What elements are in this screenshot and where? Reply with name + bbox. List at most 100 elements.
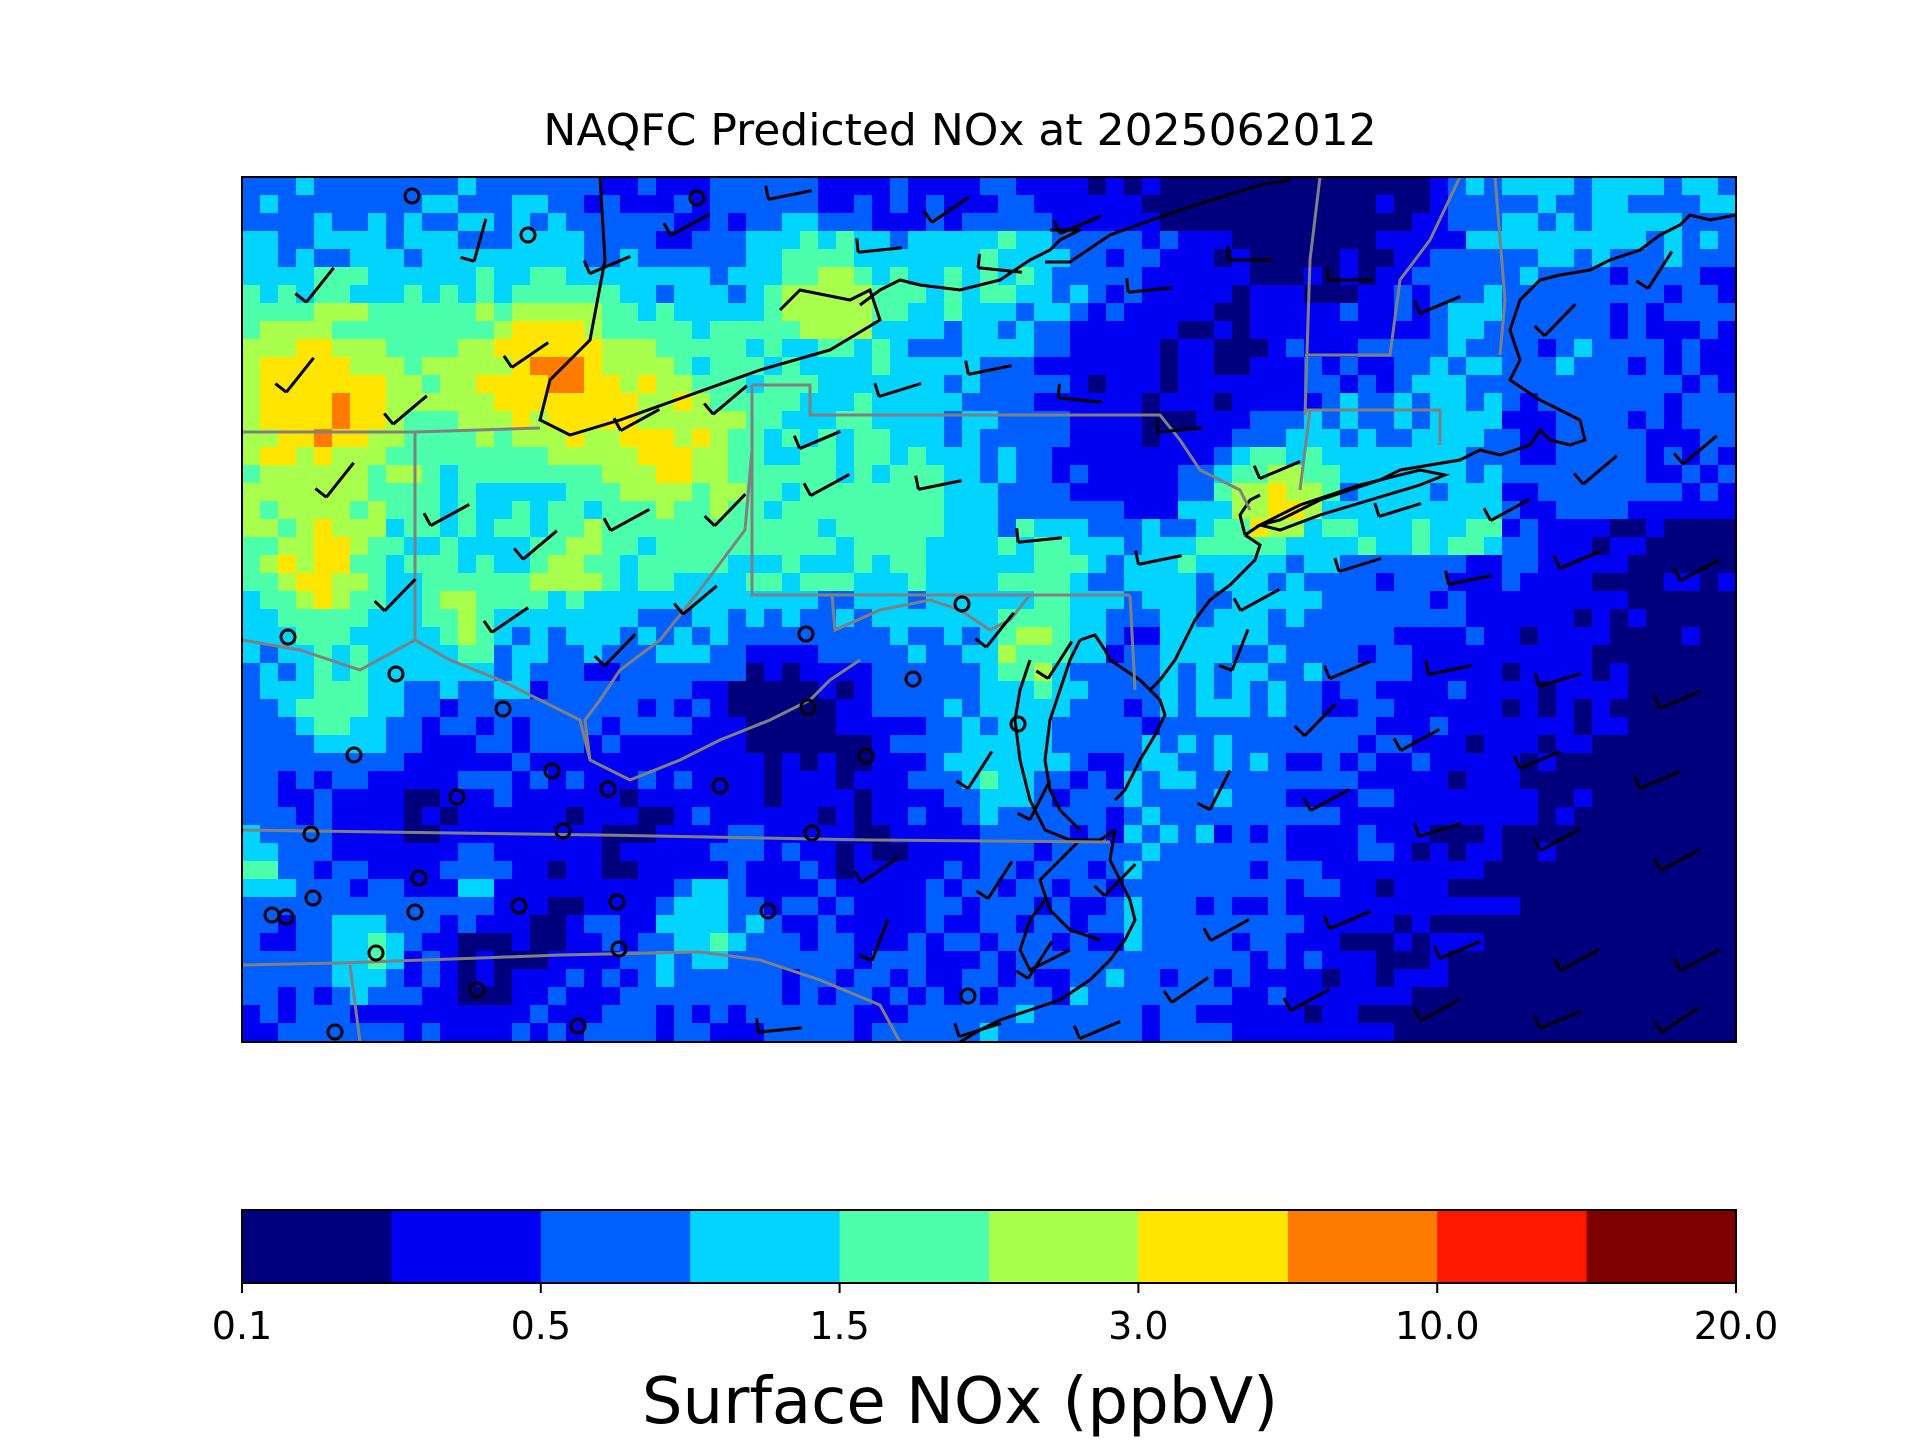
wind-barbs [274, 185, 1721, 1040]
wind-barb [1134, 550, 1182, 566]
wind-barb [1635, 250, 1674, 290]
calm-wind-circle [959, 987, 977, 1005]
wind-barb [1373, 502, 1422, 518]
colorbar-tick-label: 20.0 [1694, 1304, 1779, 1348]
wind-barb [964, 360, 1012, 376]
wind-barb [914, 475, 962, 491]
wind-barb [873, 382, 922, 398]
wind-barb [1326, 266, 1372, 282]
calm-wind-circle [610, 940, 628, 958]
calm-wind-circle [953, 595, 971, 613]
wind-barb [662, 213, 711, 237]
wind-barb [1652, 690, 1701, 710]
calm-wind-circle [803, 824, 821, 842]
wind-barb [612, 408, 661, 432]
wind-barb [755, 1018, 803, 1034]
calm-wind-circle [759, 902, 777, 920]
wind-barb [852, 856, 900, 884]
wind-barb [1162, 976, 1210, 1004]
calm-wind-circles [263, 187, 1027, 1041]
colorbar-label: Surface NOx (ppbV) [641, 1365, 1279, 1439]
wind-barb [1532, 1010, 1581, 1030]
wind-barb [1672, 948, 1721, 972]
wind-barb [802, 473, 851, 497]
calm-wind-circle [410, 869, 428, 887]
calm-wind-circle [468, 981, 486, 999]
colorbar-bin [1437, 1210, 1588, 1283]
calm-wind-circle [326, 1023, 344, 1041]
wind-barb [1532, 828, 1581, 852]
map-frame [241, 176, 1737, 1043]
state-borders [242, 177, 1507, 1042]
calm-wind-circle [554, 822, 572, 840]
wind-barb [1412, 998, 1461, 1022]
calm-wind-circle [448, 788, 466, 806]
wind-barb [1392, 728, 1441, 752]
wind-barb [955, 750, 994, 790]
wind-barb [1632, 770, 1681, 790]
wind-barb [1226, 246, 1272, 262]
wind-barb [1015, 528, 1063, 544]
wind-barb [582, 255, 631, 275]
calm-wind-circle [904, 670, 922, 688]
wind-barb [792, 430, 841, 450]
wind-barb [953, 1022, 1002, 1038]
colorbar-bin [690, 1210, 841, 1283]
wind-barb [294, 266, 335, 304]
wind-barb [1552, 550, 1601, 570]
wind-barb [1672, 558, 1721, 582]
calm-wind-circle [510, 897, 528, 915]
calm-wind-circle [599, 780, 617, 798]
calm-wind-circle [345, 746, 363, 764]
wind-barb [1072, 1020, 1121, 1040]
calm-wind-circle [797, 625, 815, 643]
wind-barb [1252, 460, 1301, 480]
wind-barb [1196, 769, 1232, 811]
wind-barb [460, 218, 488, 263]
wind-barb [1282, 988, 1331, 1012]
colorbar-bin [242, 1210, 392, 1283]
wind-barb [482, 606, 530, 634]
wind-barb [1652, 1006, 1700, 1034]
calm-wind-circle [387, 665, 405, 683]
calm-wind-circle [711, 777, 729, 795]
wind-barb [602, 508, 651, 532]
wind-barb [1093, 863, 1137, 897]
wind-barb [855, 238, 903, 254]
colorbar-bin [839, 1210, 990, 1283]
calm-wind-circle [543, 762, 561, 780]
calm-wind-circle [608, 893, 626, 911]
colorbar-tick-label: 10.0 [1395, 1304, 1480, 1348]
colorbar-tick-label: 1.5 [809, 1304, 869, 1348]
wind-barb [1155, 418, 1203, 434]
wind-barb [1052, 215, 1101, 235]
calm-wind-circle [403, 187, 421, 205]
calm-wind-circle [569, 1017, 587, 1035]
wind-barb [1322, 660, 1371, 680]
wind-barb [1652, 848, 1701, 872]
wind-barb [274, 356, 315, 394]
wind-barb [1533, 672, 1582, 688]
wind-barb [1424, 660, 1472, 676]
calm-wind-circle [799, 698, 817, 716]
wind-barb [922, 196, 970, 224]
calm-wind-circle [494, 700, 512, 718]
calm-wind-circle [263, 906, 281, 924]
wind-barb [1533, 303, 1577, 337]
calm-wind-circle [857, 747, 875, 765]
wind-barb [314, 461, 355, 499]
wind-barb [383, 394, 428, 426]
colorbar-tick-label: 0.1 [212, 1304, 272, 1348]
wind-barb [976, 253, 1023, 274]
colorbar-bin [1287, 1210, 1438, 1283]
wind-barb [1016, 779, 1052, 821]
wind-barb [1125, 278, 1173, 294]
wind-barb [1015, 940, 1054, 980]
colorbar-bin [391, 1210, 542, 1283]
wind-barb [1302, 788, 1351, 812]
wind-barb [974, 611, 1015, 649]
wind-barb [1444, 570, 1492, 586]
wind-barb [593, 633, 637, 667]
